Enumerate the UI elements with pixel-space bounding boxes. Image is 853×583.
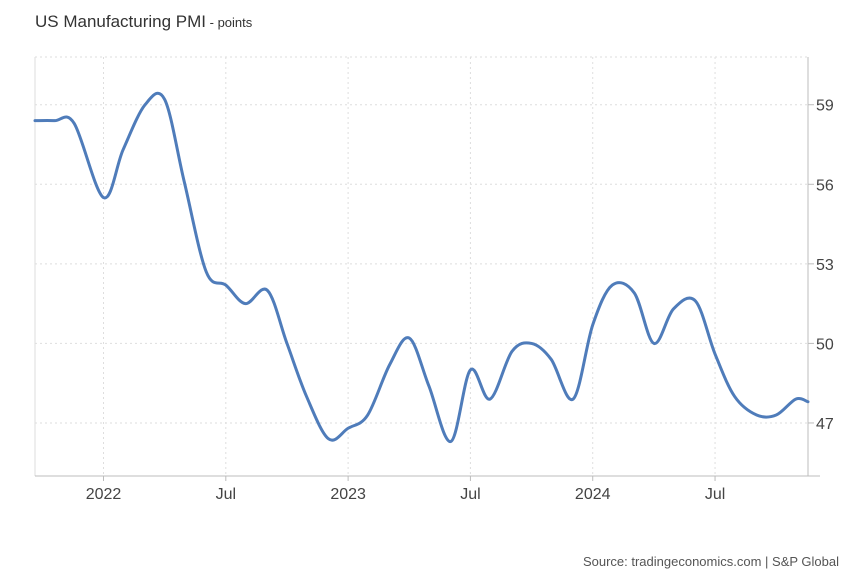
data-point[interactable] [180, 178, 188, 186]
data-point[interactable] [161, 95, 169, 103]
source-link[interactable]: tradingeconomics.com [631, 554, 762, 569]
x-tick-label: Jul [705, 486, 725, 503]
data-point[interactable] [303, 392, 311, 400]
source-separator: | [761, 554, 773, 569]
data-point[interactable] [425, 382, 433, 390]
data-point[interactable] [486, 395, 494, 403]
x-tick-label: 2023 [330, 486, 366, 503]
y-tick-labels: 47 50 53 56 59 [816, 98, 834, 433]
data-point[interactable] [589, 321, 597, 329]
subtitle-separator: - [206, 15, 218, 30]
y-tick-label: 56 [816, 177, 834, 194]
data-point[interactable] [222, 281, 230, 289]
data-point[interactable] [364, 411, 372, 419]
data-point[interactable] [51, 117, 59, 125]
data-point[interactable] [669, 305, 677, 313]
series-group [31, 91, 812, 446]
data-point[interactable] [202, 268, 210, 276]
data-point[interactable] [405, 334, 413, 342]
axes [34, 57, 820, 481]
source-credit: Source: tradingeconomics.com | S&P Globa… [583, 554, 839, 569]
data-point[interactable] [528, 339, 536, 347]
data-point[interactable] [650, 339, 658, 347]
data-point[interactable] [711, 350, 719, 358]
data-point[interactable] [608, 281, 616, 289]
data-point[interactable] [386, 361, 394, 369]
data-point[interactable] [731, 392, 739, 400]
data-point[interactable] [804, 398, 812, 406]
data-point[interactable] [753, 411, 761, 419]
y-tick-label: 50 [816, 336, 834, 353]
data-point[interactable] [31, 117, 39, 125]
data-point[interactable] [569, 395, 577, 403]
data-point[interactable] [70, 119, 78, 127]
data-point[interactable] [772, 411, 780, 419]
x-tick-label: 2024 [575, 486, 611, 503]
data-point[interactable] [141, 101, 149, 109]
x-gridlines [102, 57, 716, 476]
source-prefix: Source: [582, 554, 632, 569]
data-point[interactable] [283, 339, 291, 347]
x-tick-label: Jul [216, 486, 236, 503]
y-tick-label: 47 [816, 416, 834, 433]
series-line-us-manufacturing-pmi[interactable] [33, 91, 810, 444]
x-tick-label: Jul [460, 486, 480, 503]
chart-title: US Manufacturing PMI [35, 12, 207, 31]
chart-unit: points [217, 15, 253, 30]
data-point[interactable] [792, 395, 800, 403]
y-gridlines [35, 56, 808, 424]
data-point[interactable] [447, 438, 455, 446]
data-point[interactable] [547, 355, 555, 363]
x-tick-label: 2022 [86, 486, 122, 503]
data-point[interactable] [344, 424, 352, 432]
data-point[interactable] [99, 194, 107, 202]
data-point[interactable] [263, 286, 271, 294]
source-organization: S&P Global [772, 554, 839, 569]
data-point[interactable] [119, 146, 127, 154]
chart-title-block: US Manufacturing PMI - points [35, 12, 252, 32]
y-tick-label: 53 [816, 257, 834, 274]
y-tick-label: 59 [816, 98, 834, 115]
data-point[interactable] [508, 347, 516, 355]
data-point[interactable] [630, 289, 638, 297]
data-point[interactable] [241, 300, 249, 308]
x-tick-labels: 2022 Jul 2023 Jul 2024 Jul [86, 486, 726, 503]
data-point[interactable] [691, 297, 699, 305]
data-point[interactable] [466, 366, 474, 374]
data-point[interactable] [325, 435, 333, 443]
